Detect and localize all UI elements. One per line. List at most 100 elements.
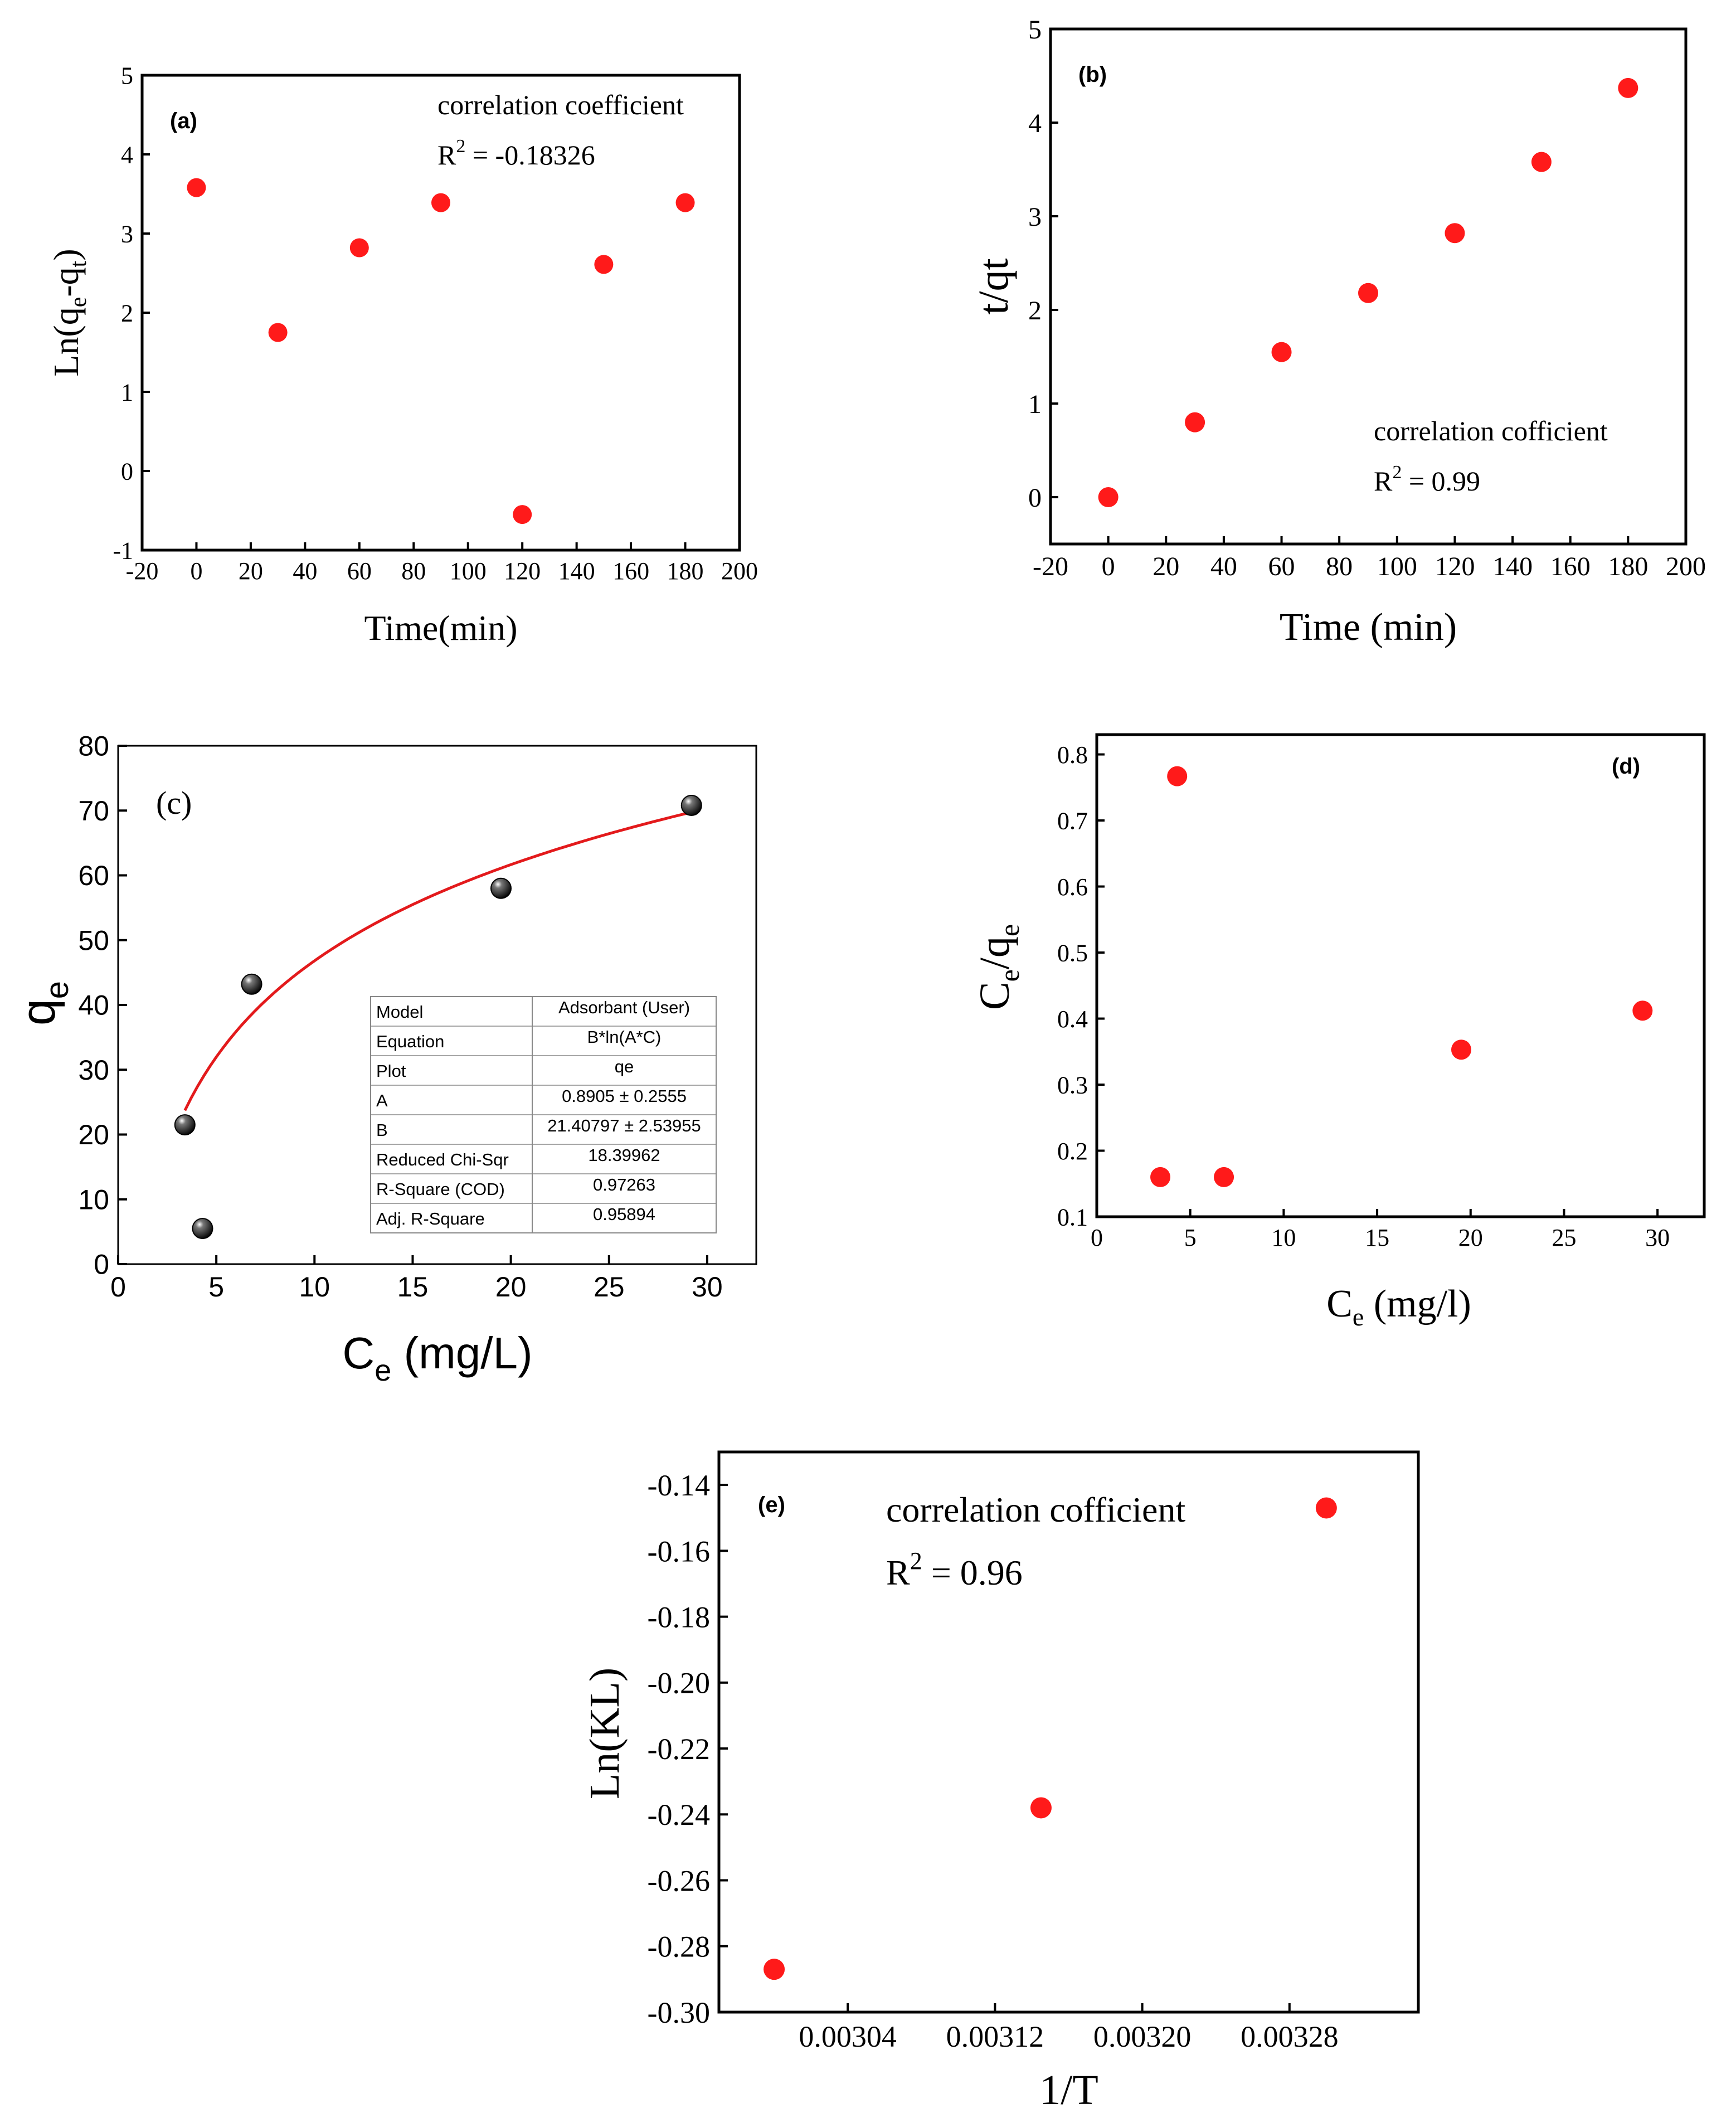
panel-c-y-axis-title: qe	[12, 981, 75, 1026]
panel-c-point	[192, 1218, 213, 1240]
panel-c-point	[490, 877, 512, 899]
panel-d-ytick-label: 0.8	[1057, 741, 1088, 769]
panel-d-ytick-label: 0.4	[1057, 1006, 1088, 1033]
panel-e-xtick-label: 0.00312	[946, 2020, 1044, 2053]
fit-table-key: Equation	[376, 1032, 444, 1051]
panel-e-r2-value: = 0.96	[922, 1553, 1023, 1592]
panel-e-xtick-label: 0.00320	[1093, 2020, 1192, 2053]
panel-a: -20 0 20 40 60 80 100 120 140 160 180 200 -1 0 1 2 3 4 5 (…	[46, 62, 758, 648]
panel-b-points	[1098, 77, 1638, 507]
panel-c-fit-curve	[183, 810, 692, 1111]
panel-e-point	[1315, 1497, 1337, 1519]
panel-d-ytick-label: 0.6	[1057, 873, 1088, 901]
panel-a-xtick-label: 40	[293, 557, 317, 585]
panel-e-ytick-label: -0.20	[648, 1667, 710, 1700]
panel-c-label: (c)	[156, 785, 192, 821]
fit-table-key: A	[376, 1091, 388, 1110]
panel-e-ticks: 0.00304 0.00312 0.00320 0.00328 -0.30 -0.28 -0…	[648, 1469, 1339, 2053]
panel-e-ytick-label: -0.14	[648, 1469, 710, 1502]
panel-b-plot-frame	[1049, 27, 1688, 546]
panel-b-annotation-r2: R2 = 0.99	[1374, 462, 1480, 497]
panel-a-xtick-label: 80	[401, 557, 426, 585]
panel-a-xtick-label: 100	[450, 557, 487, 585]
panel-c-fit-table: Model Adsorbant (User) Equation B*ln(A*C) Pl…	[370, 996, 717, 1233]
panel-c-x-axis-title: Ce (mg/L)	[342, 1328, 532, 1387]
panel-b-point	[1098, 487, 1119, 507]
panel-c-xtick-label: 20	[495, 1271, 527, 1303]
panel-c-point	[174, 1114, 196, 1136]
panel-a-r2-value: = -0.18326	[465, 139, 595, 171]
panel-a-point	[187, 178, 206, 197]
panel-a-ticks: -20 0 20 40 60 80 100 120 140 160 180 200 -1 0 1 2 3 4 5	[113, 62, 758, 585]
panel-b-point	[1185, 412, 1205, 433]
panel-c-ytick-label: 60	[78, 860, 109, 891]
panel-a-point	[675, 193, 695, 212]
panel-b-xtick-label: 180	[1608, 552, 1648, 581]
panel-b-point	[1445, 223, 1465, 244]
panel-c-ytick-label: 40	[78, 990, 109, 1021]
panel-e-ytick-label: -0.26	[648, 1864, 710, 1897]
panel-a-points	[187, 178, 695, 524]
panel-d-xtick-label: 5	[1184, 1224, 1197, 1251]
panel-c-ytick-label: 70	[78, 795, 109, 827]
panel-b-xtick-label: 200	[1666, 552, 1706, 581]
panel-e-ytick-label: -0.24	[648, 1798, 710, 1832]
panel-b-r2-sup: 2	[1392, 462, 1402, 483]
panel-b-xtick-label: 20	[1153, 552, 1179, 581]
panel-b-xtick-label: 160	[1550, 552, 1591, 581]
panel-a-y-axis-title: Ln(qe-qt)	[46, 249, 91, 376]
panel-d-ytick-label: 0.1	[1057, 1203, 1088, 1231]
panel-e-ytick-label: -0.30	[648, 1996, 710, 2029]
panel-a-xtick-label: 200	[721, 557, 758, 585]
panel-e-y-axis-title: Ln(KL)	[581, 1668, 628, 1799]
panel-a-xtick-label: -20	[126, 557, 159, 585]
panel-a-ytick-label: 1	[121, 378, 133, 406]
panel-d-xtick-label: 10	[1271, 1224, 1296, 1251]
panel-e-label: (e)	[758, 1493, 785, 1517]
panel-c-xtick-label: 10	[299, 1271, 330, 1303]
panel-e-point	[764, 1959, 785, 1980]
panel-a-xtick-label: 120	[504, 557, 541, 585]
panel-c-points	[174, 794, 702, 1240]
panel-c-xtick-label: 0	[110, 1271, 126, 1303]
panel-c-ytick-label: 50	[78, 925, 109, 956]
panel-d-label: (d)	[1612, 754, 1640, 779]
panel-a-ytick-label: 5	[121, 62, 133, 89]
panel-b-xtick-label: 40	[1210, 552, 1237, 581]
panel-e-xtick-label: 0.00304	[799, 2020, 897, 2053]
panel-d-point	[1451, 1040, 1471, 1060]
fit-table-value: qe	[615, 1057, 634, 1076]
panel-d: 0 5 10 15 20 25 30 0.1 0.2 0.3 0.4 0.5 0.6 0.7 0.8 (d)…	[971, 733, 1706, 1331]
panel-b-point	[1358, 283, 1378, 303]
panel-b-y-axis-title: t/qt	[970, 258, 1017, 314]
panel-c: 0 5 10 15 20 25 30 0 10 20 30 40 50 60 70 80 (c) Model A…	[12, 731, 757, 1387]
panel-b-ytick-label: 4	[1028, 109, 1042, 138]
panel-b-xtick-label: -20	[1033, 552, 1068, 581]
panel-c-ytick-label: 0	[94, 1249, 109, 1280]
panel-b-ytick-label: 0	[1028, 483, 1042, 513]
panel-b-point	[1271, 342, 1292, 362]
panel-e-plot-frame	[717, 1450, 1420, 2014]
panel-b-ytick-label: 2	[1028, 296, 1042, 326]
panel-e-annotation-title: correlation cofficient	[886, 1490, 1185, 1529]
panel-a-xtick-label: 180	[667, 557, 704, 585]
panel-a-point	[513, 505, 532, 524]
panel-a-r2-sup: 2	[456, 136, 465, 157]
panel-a-annotation-r2: R2 = -0.18326	[437, 136, 595, 171]
fit-table-key: Model	[376, 1002, 423, 1022]
panel-d-xtick-label: 30	[1645, 1224, 1670, 1251]
panel-c-xtick-label: 15	[397, 1271, 429, 1303]
panel-b-ytick-label: 3	[1028, 202, 1042, 232]
panel-b-ytick-label: 1	[1028, 390, 1042, 419]
panel-e-ytick-label: -0.16	[648, 1534, 710, 1568]
panel-a-point	[268, 323, 288, 342]
panel-e-r2-sup: 2	[910, 1547, 922, 1575]
panel-d-ytick-label: 0.2	[1057, 1138, 1088, 1165]
panel-b-xtick-label: 100	[1377, 552, 1417, 581]
panel-c-ytick-label: 20	[78, 1119, 109, 1150]
panel-b-xtick-label: 60	[1268, 552, 1295, 581]
panel-d-point	[1150, 1167, 1171, 1187]
fit-table-key: B	[376, 1120, 388, 1140]
panel-b-label: (b)	[1078, 62, 1107, 87]
